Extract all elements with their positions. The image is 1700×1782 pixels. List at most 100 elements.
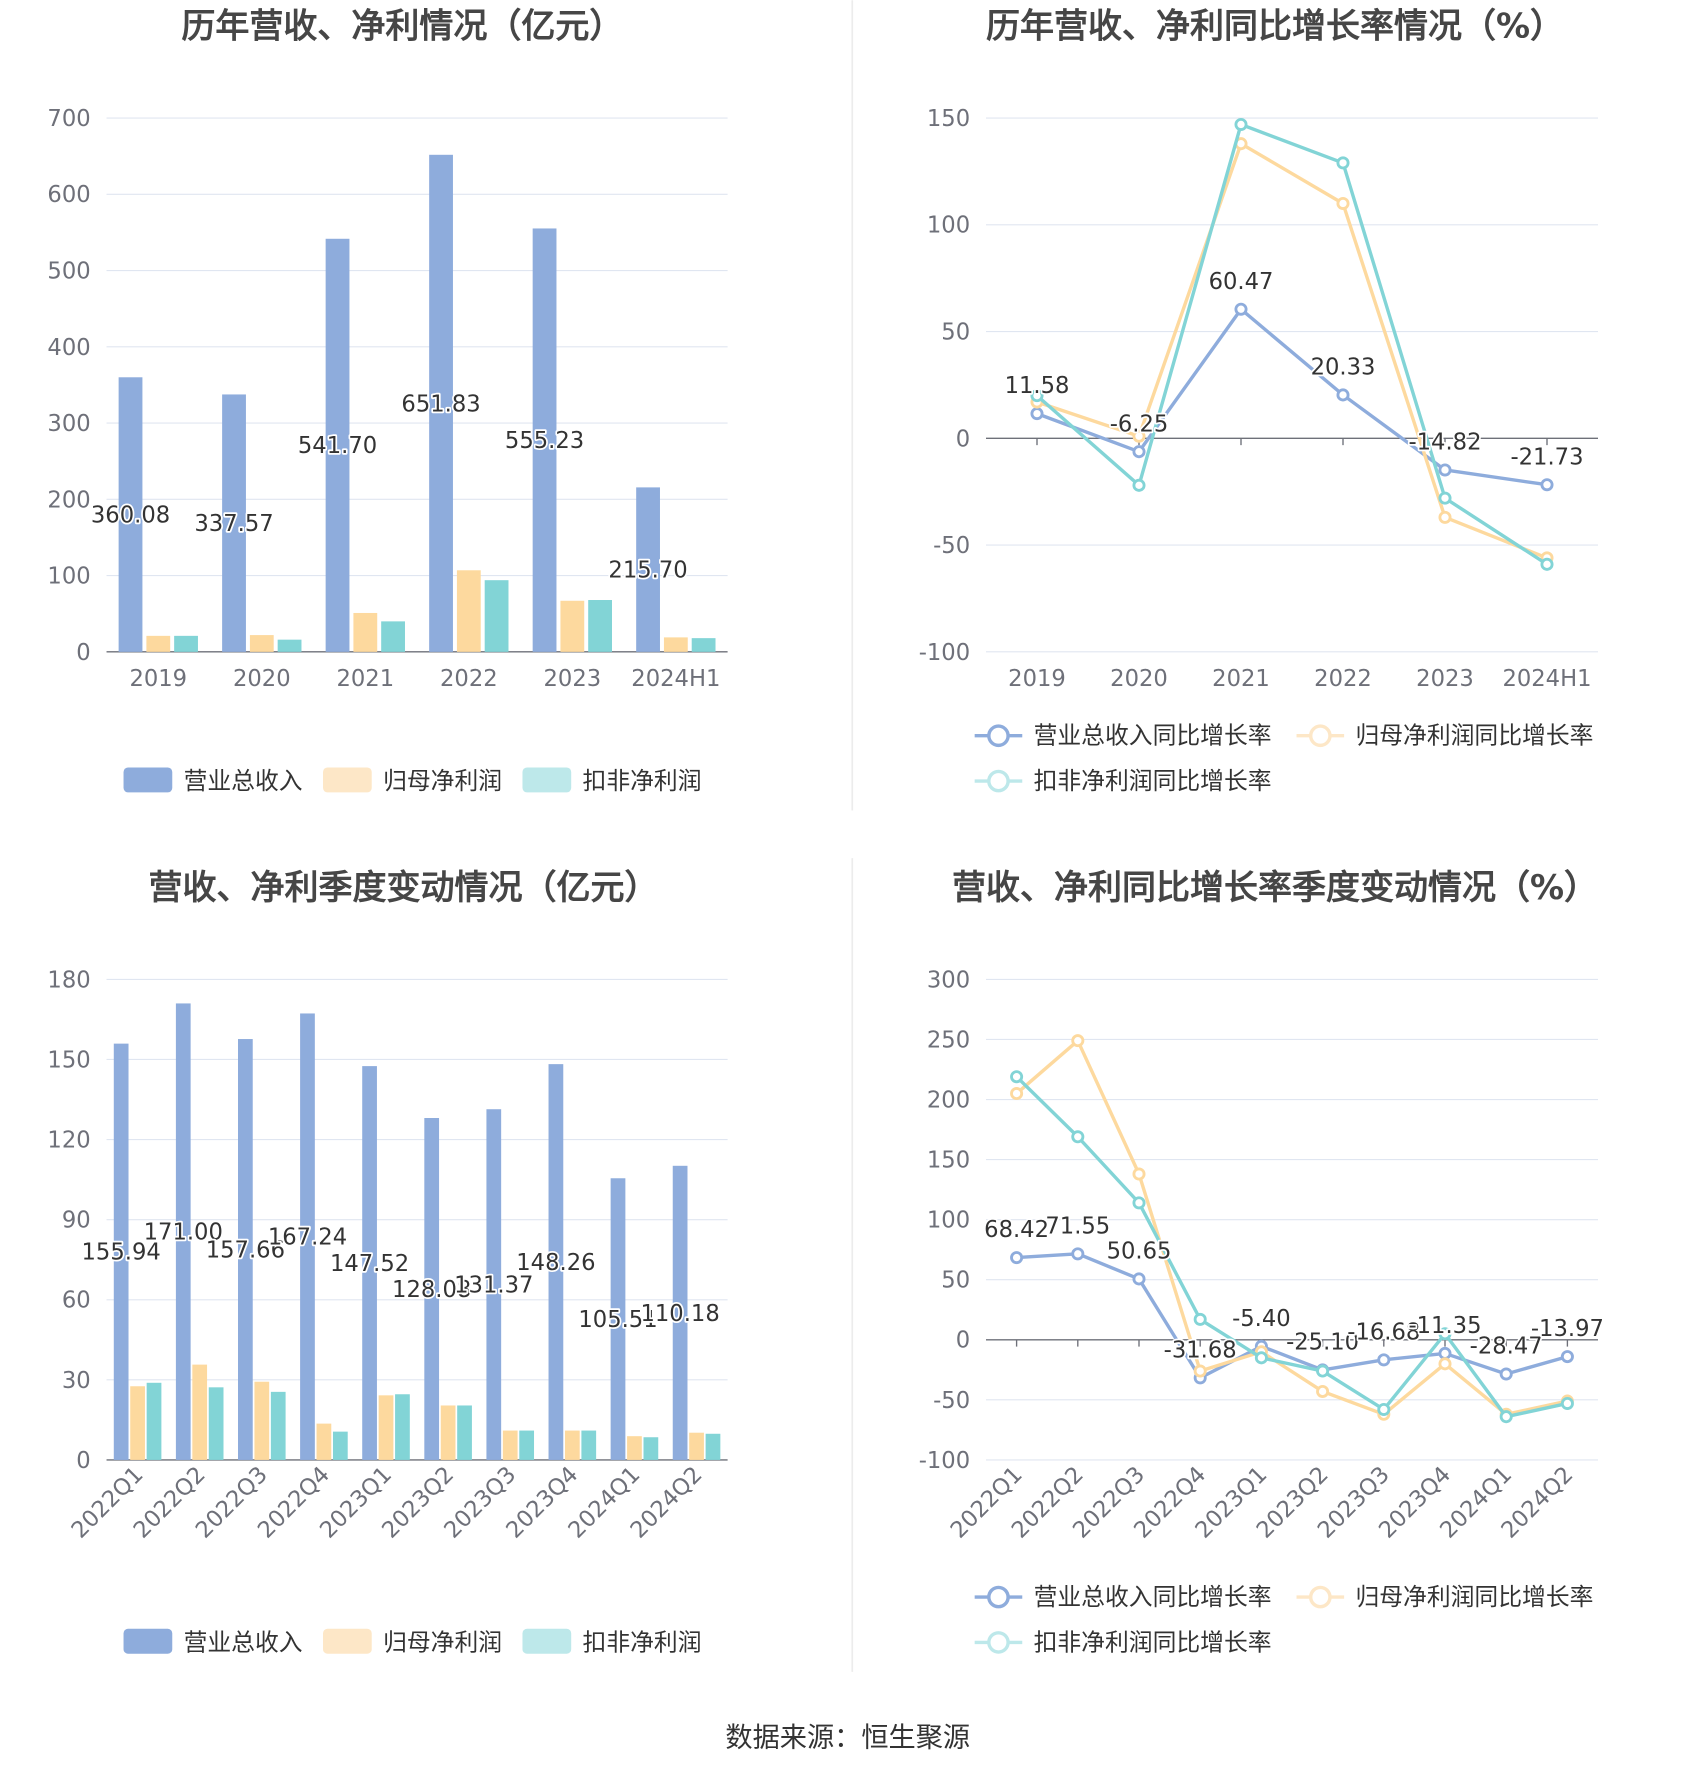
bar-revenue	[300, 1013, 315, 1460]
point-deducted-net-profit	[1499, 1410, 1513, 1424]
bar-parent-net-profit	[440, 1405, 456, 1460]
point-revenue	[1438, 1346, 1452, 1360]
point-parent-net-profit	[1071, 1034, 1085, 1048]
chart-title: 历年营收、净利同比增长率情况（%）	[986, 7, 1564, 47]
bar-data-label-revenue: 105.51	[578, 1307, 657, 1333]
y-tick-label: 60	[62, 1288, 91, 1314]
legend: 营业总收入 归母净利润 扣非净利润	[123, 1628, 702, 1656]
bar-deducted-net-profit	[208, 1387, 224, 1460]
point-data-label-revenue: -21.73	[1510, 444, 1583, 470]
y-tick-label: -50	[933, 533, 970, 559]
bar-parent-net-profit	[353, 612, 378, 652]
legend-marker-revenue-growth	[987, 724, 1010, 748]
point-revenue	[1234, 302, 1248, 316]
y-tick-label: 100	[927, 1208, 970, 1234]
bar-data-label-revenue: 155.94	[82, 1240, 161, 1266]
point-deducted-net-profit	[1316, 1364, 1330, 1378]
point-data-label-revenue: 50.65	[1107, 1239, 1172, 1265]
legend-label-parent-net-profit: 归母净利润	[383, 1628, 502, 1656]
y-tick-label: -50	[933, 1388, 970, 1414]
legend-item-parent-net-profit[interactable]: 归母净利润	[323, 1628, 502, 1656]
y-tick-label: 50	[941, 320, 970, 346]
bar-parent-net-profit	[130, 1386, 145, 1460]
legend-item-deducted-net-profit-growth[interactable]: 扣非净利润同比增长率	[974, 767, 1272, 795]
line-revenue	[1035, 307, 1549, 487]
point-deducted-net-profit	[1193, 1312, 1207, 1326]
point-deducted-net-profit	[1254, 1351, 1268, 1365]
bar-data-label-revenue: 337.57	[194, 511, 273, 537]
x-tick-label: 2023	[1416, 666, 1474, 692]
bar-data-label-revenue: 131.37	[454, 1273, 533, 1299]
point-data-label-revenue: 68.42	[984, 1217, 1049, 1243]
point-revenue	[1030, 407, 1044, 421]
bar-series-parent-net-profit	[146, 570, 688, 652]
legend-item-revenue-growth[interactable]: 营业总收入同比增长率	[974, 1583, 1272, 1611]
bar-revenue	[548, 1064, 564, 1460]
data-labels: 68.4271.5550.65-31.68-5.40-25.10-16.68-1…	[982, 1212, 1605, 1365]
bar-parent-net-profit	[146, 635, 171, 652]
bar-deducted-net-profit	[332, 1431, 348, 1460]
y-tick-label: 100	[927, 213, 970, 239]
line-deducted-net-profit	[1035, 122, 1549, 567]
legend: 营业总收入 归母净利润 扣非净利润	[123, 767, 702, 795]
x-tick-label: 2019	[1008, 666, 1066, 692]
point-revenue	[1540, 478, 1554, 492]
point-data-label-revenue: -14.82	[1408, 430, 1481, 456]
point-deducted-net-profit	[1071, 1130, 1085, 1144]
legend-item-parent-net-profit[interactable]: 归母净利润	[323, 767, 502, 795]
point-data-label-revenue: -25.10	[1286, 1330, 1359, 1356]
bar-revenue	[118, 377, 143, 652]
point-parent-net-profit	[1438, 510, 1452, 524]
point-parent-net-profit	[1438, 1357, 1452, 1371]
bar-data-label-revenue: 541.70	[298, 433, 377, 459]
legend-item-parent-net-profit-growth[interactable]: 归母净利润同比增长率	[1296, 1583, 1594, 1611]
y-tick-label: 90	[62, 1208, 91, 1234]
legend-item-deducted-net-profit[interactable]: 扣非净利润	[522, 1628, 702, 1656]
point-revenue	[1377, 1353, 1391, 1367]
bar-deducted-net-profit	[174, 635, 198, 652]
point-revenue	[1071, 1247, 1085, 1261]
bar-data-label-revenue: 147.52	[330, 1251, 409, 1277]
legend-swatch-parent-net-profit	[323, 1628, 372, 1654]
y-axis: 0 100 200 300 400 500 600 700	[47, 106, 728, 666]
y-tick-label: 700	[47, 106, 90, 132]
point-deducted-net-profit	[1438, 1327, 1452, 1341]
point-data-label-revenue: -16.68	[1347, 1319, 1420, 1345]
y-tick-label: 30	[62, 1368, 91, 1394]
y-tick-label: 300	[927, 967, 970, 993]
legend-item-revenue[interactable]: 营业总收入	[123, 767, 303, 795]
chart-title: 历年营收、净利情况（亿元）	[181, 7, 623, 47]
point-revenue	[1560, 1350, 1574, 1364]
y-tick-label: 150	[927, 1148, 970, 1174]
legend-marker-deducted-net-profit-growth	[987, 769, 1010, 793]
bar-series-revenue	[118, 154, 660, 652]
y-tick-label: 0	[76, 1448, 90, 1474]
line-series-deducted-net-profit	[1030, 117, 1554, 571]
y-axis: -100 -50 0 50 100 150	[919, 106, 1598, 666]
y-tick-label: 0	[76, 640, 90, 666]
legend-swatch-parent-net-profit	[323, 767, 372, 793]
y-axis: 0 30 60 90 120 150 180	[47, 967, 728, 1474]
legend-item-parent-net-profit-growth[interactable]: 归母净利润同比增长率	[1296, 722, 1594, 750]
point-parent-net-profit	[1336, 196, 1350, 210]
point-parent-net-profit	[1132, 1167, 1146, 1181]
legend-label-deducted-net-profit-growth: 扣非净利润同比增长率	[1034, 767, 1272, 795]
point-parent-net-profit	[1316, 1384, 1330, 1398]
bar-data-label-revenue: 215.70	[608, 558, 687, 584]
bar-deducted-net-profit	[519, 1430, 535, 1460]
legend-item-deducted-net-profit[interactable]: 扣非净利润	[522, 767, 702, 795]
legend-item-revenue[interactable]: 营业总收入	[123, 1628, 303, 1656]
bar-series-revenue	[113, 1003, 688, 1460]
bar-parent-net-profit	[378, 1395, 394, 1460]
x-tick-label: 2020	[1110, 666, 1168, 692]
legend-item-deducted-net-profit-growth[interactable]: 扣非净利润同比增长率	[974, 1628, 1272, 1656]
data-labels: 360.08 337.57 541.70 651.83 555.23 215.70	[89, 390, 689, 586]
bar-series-deducted-net-profit	[174, 580, 716, 652]
bar-parent-net-profit	[502, 1430, 518, 1460]
point-revenue	[1438, 463, 1452, 477]
legend-item-revenue-growth[interactable]: 营业总收入同比增长率	[974, 722, 1272, 750]
bar-data-label-revenue: 148.26	[516, 1250, 595, 1276]
y-tick-label: 150	[47, 1047, 90, 1073]
point-revenue	[1132, 445, 1146, 459]
